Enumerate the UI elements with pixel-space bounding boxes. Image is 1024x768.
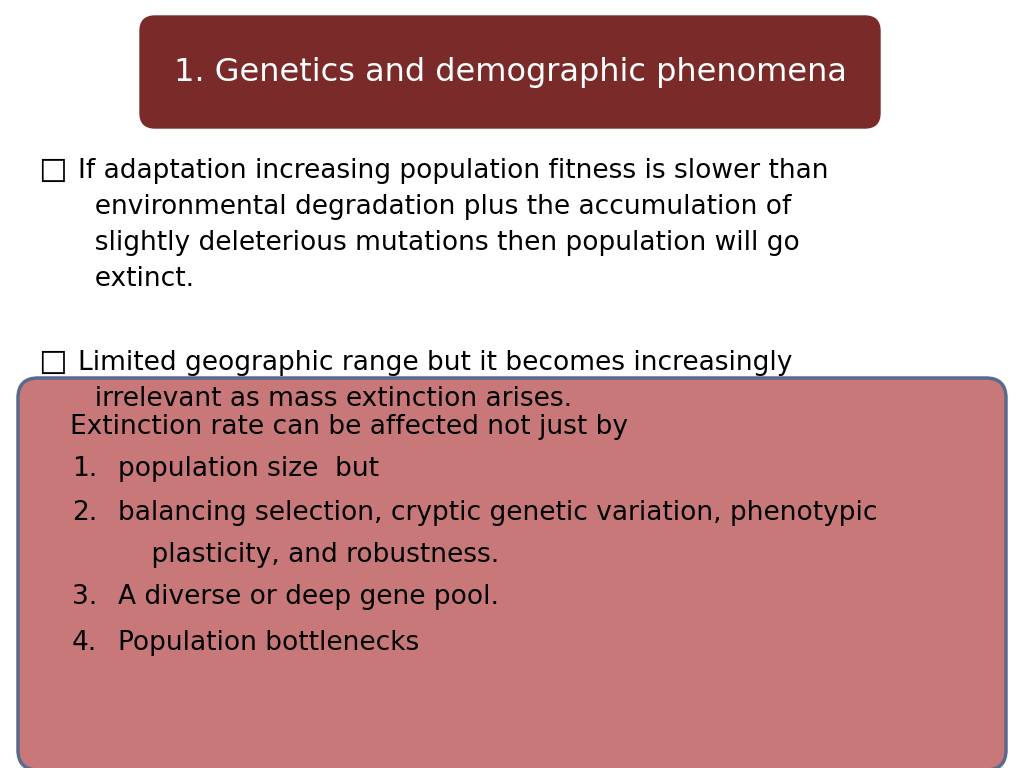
Text: balancing selection, cryptic genetic variation, phenotypic: balancing selection, cryptic genetic var… xyxy=(118,500,878,526)
Text: plasticity, and robustness.: plasticity, and robustness. xyxy=(118,542,500,568)
Text: 3.: 3. xyxy=(72,584,97,610)
Text: Limited geographic range but it becomes increasingly
  irrelevant as mass extinc: Limited geographic range but it becomes … xyxy=(78,350,793,412)
FancyBboxPatch shape xyxy=(18,378,1006,768)
Text: Population bottlenecks: Population bottlenecks xyxy=(118,630,419,656)
Text: ☐: ☐ xyxy=(38,350,67,381)
Text: If adaptation increasing population fitness is slower than
  environmental degra: If adaptation increasing population fitn… xyxy=(78,158,828,292)
Text: ☐: ☐ xyxy=(38,158,67,189)
Text: 2.: 2. xyxy=(72,500,97,526)
Text: 1.: 1. xyxy=(72,456,97,482)
Text: Extinction rate can be affected not just by: Extinction rate can be affected not just… xyxy=(70,414,628,440)
Text: population size  but: population size but xyxy=(118,456,379,482)
Text: A diverse or deep gene pool.: A diverse or deep gene pool. xyxy=(118,584,499,610)
Text: 4.: 4. xyxy=(72,630,97,656)
Text: 1. Genetics and demographic phenomena: 1. Genetics and demographic phenomena xyxy=(173,57,847,88)
FancyBboxPatch shape xyxy=(140,16,880,128)
